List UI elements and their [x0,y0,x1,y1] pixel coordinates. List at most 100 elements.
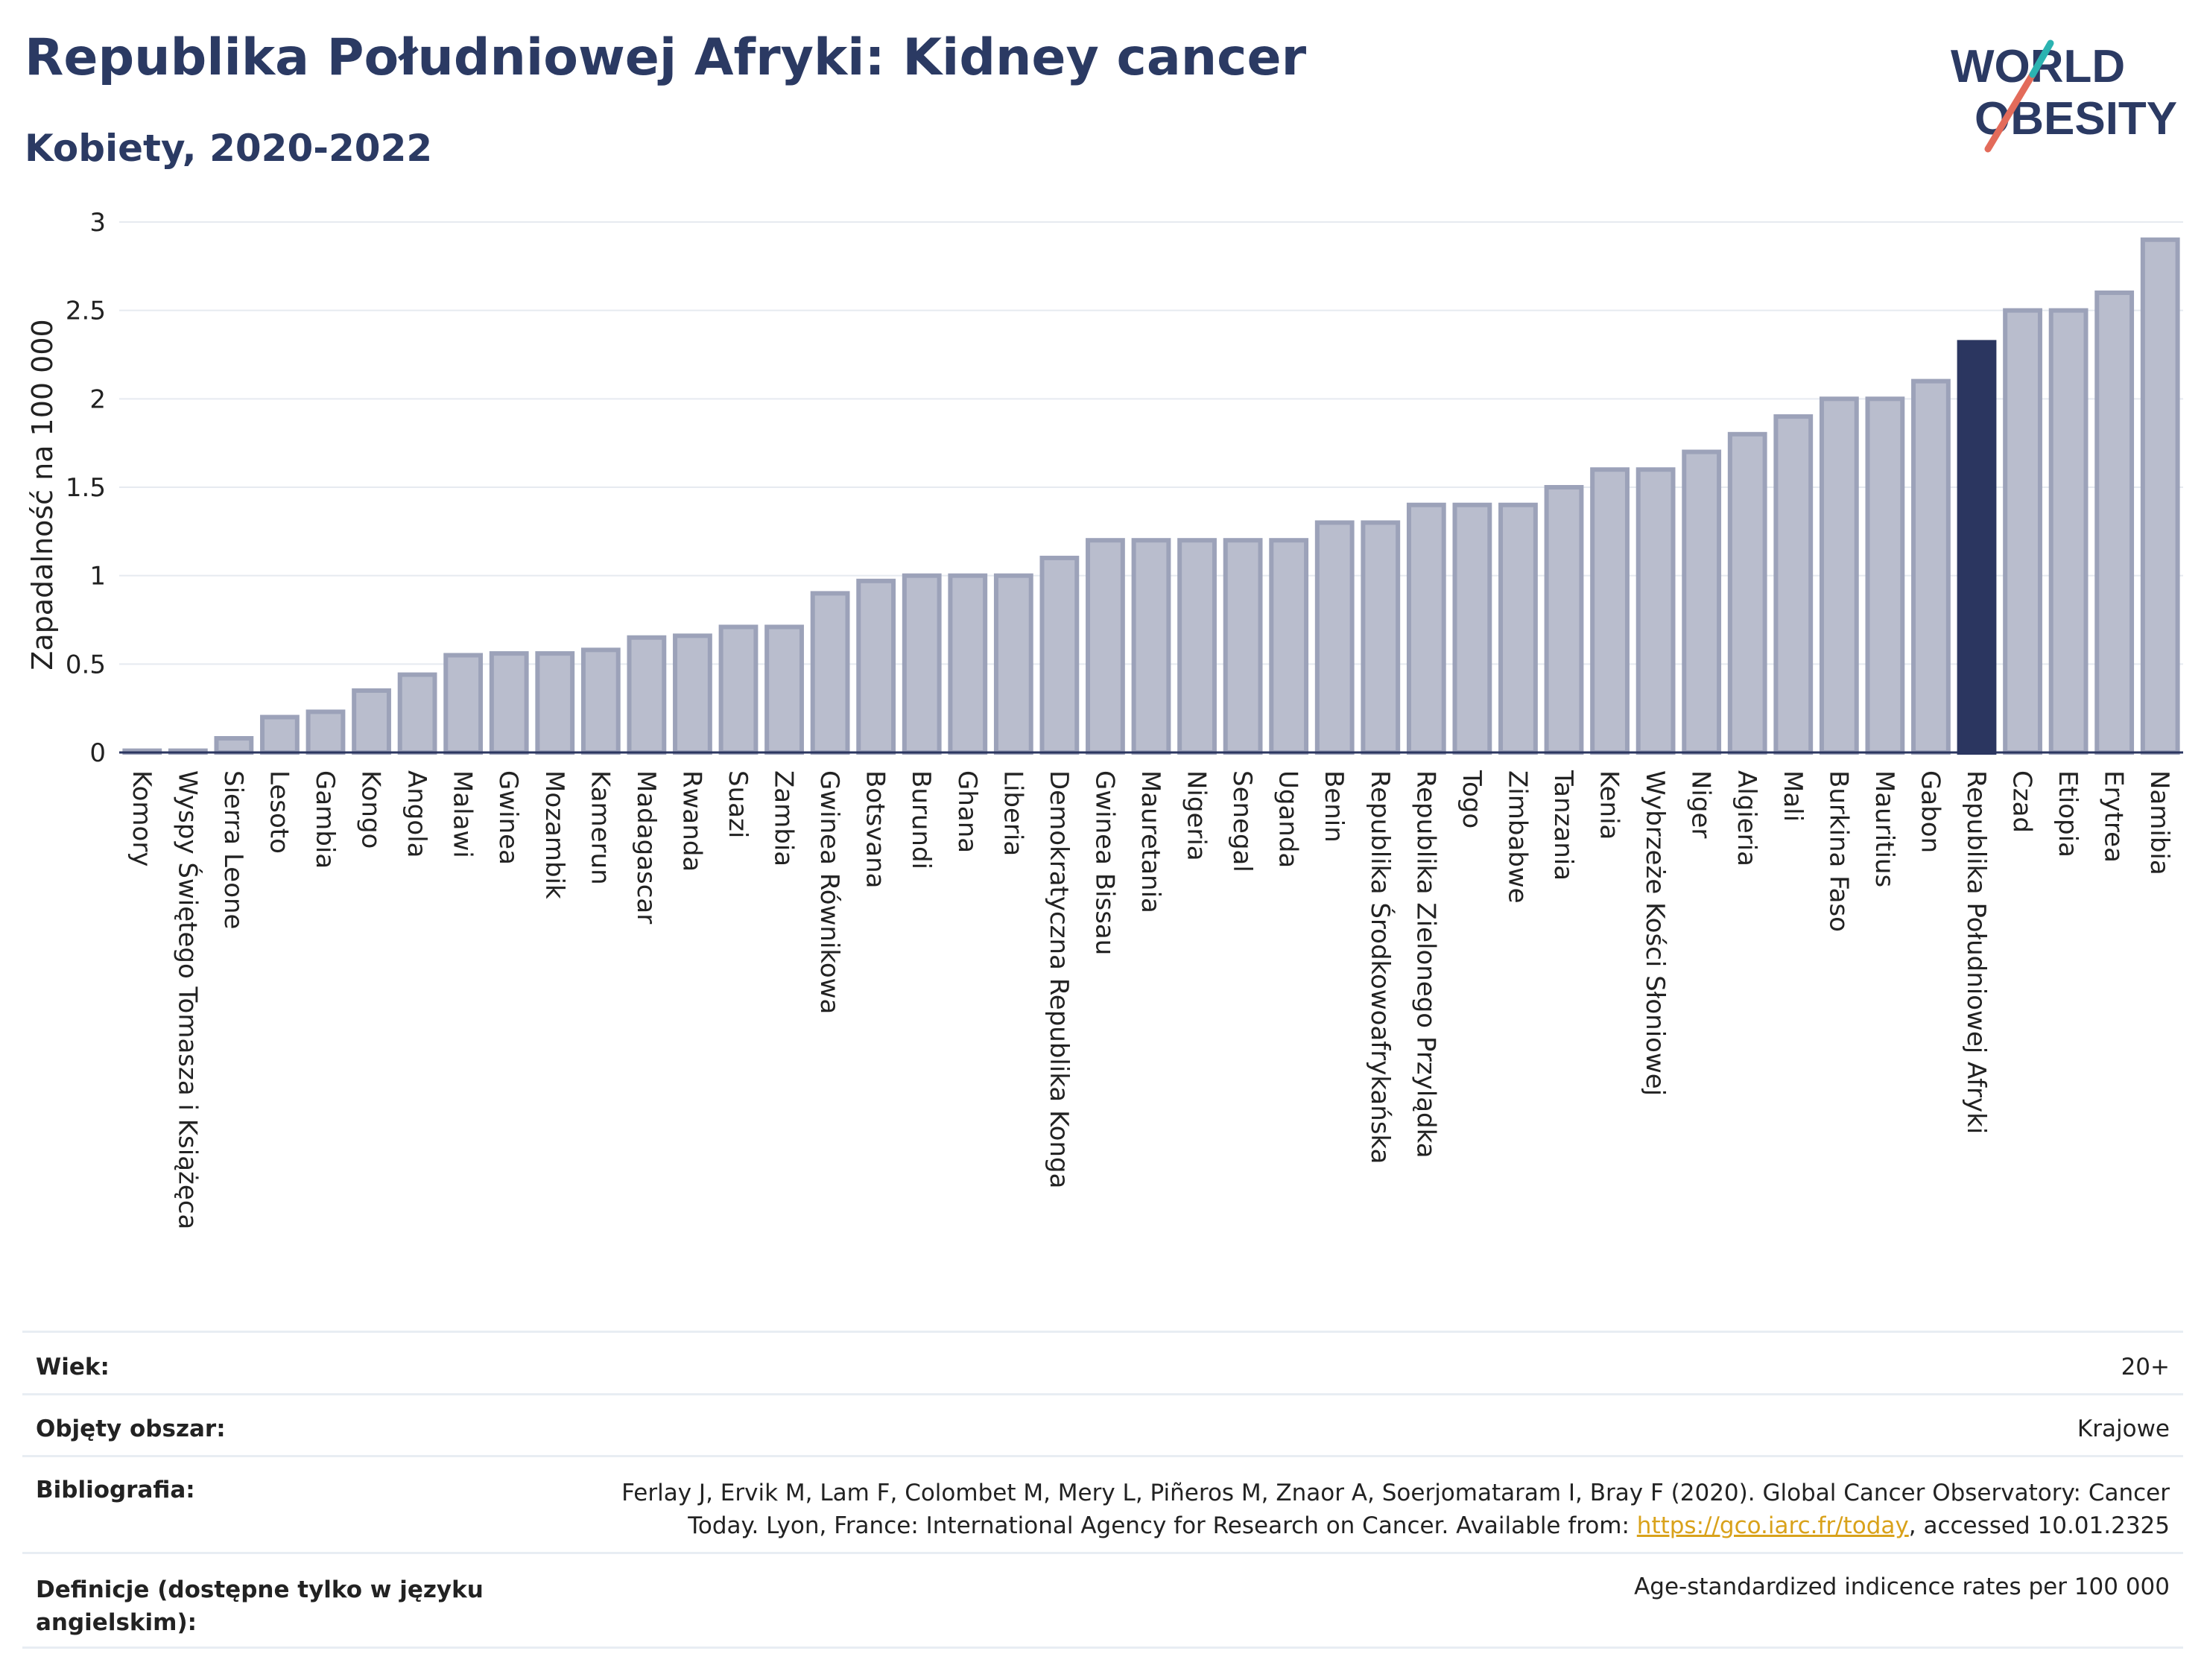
x-tick-label: Malawi [448,770,478,858]
bar [1269,538,1309,755]
x-tick-label: Namibia [2144,770,2174,875]
y-tick-label: 1 [89,562,106,592]
bar [1635,467,1676,755]
x-tick-label: Benin [1319,770,1349,843]
y-tick-label: 2 [89,384,106,414]
x-tick-label: Zambia [769,770,799,866]
y-tick-label: 0 [89,738,106,768]
bar [1086,538,1125,755]
bar [1727,431,1767,755]
definitions-label: Definicje (dostępne tylko w języku angie… [36,1576,484,1636]
x-tick-label: Komory [127,770,156,866]
bar [1406,502,1446,755]
definitions-value: Age-standardized indicence rates per 100… [1634,1573,2170,1600]
bar [2140,237,2180,755]
x-tick-label: Mauritius [1869,770,1899,887]
bar [1957,340,1997,755]
x-tick-label: Burkina Faso [1823,770,1853,932]
bar [1865,396,1905,755]
x-tick-label: Gwinea [493,770,523,865]
x-tick-label: Mozambik [539,770,569,899]
world-obesity-logo[interactable]: WORLD OBESITY [1945,30,2183,164]
bar [856,578,896,755]
x-tick-label: Wyspy Świętego Tomasza i Książęca [172,770,203,1229]
x-tick-label: Zimbabwe [1502,770,1532,904]
bar [902,573,942,755]
bar [1223,538,1263,755]
bar [305,709,346,755]
x-tick-label: Senegal [1227,770,1257,872]
bibliography-suffix: , accessed 10.01.2325 [1908,1512,2170,1539]
bar [1498,502,1538,755]
bar [260,714,300,755]
x-tick-label: Kenia [1595,770,1624,840]
bar [580,647,621,755]
bar [214,736,254,755]
y-axis-label: Zapadalność na 100 000 [26,319,59,670]
x-tick-label: Togo [1457,770,1486,828]
bar [1131,538,1171,755]
bar [1590,467,1630,755]
x-tick-label: Etiopia [2053,770,2083,858]
x-tick-label: Liberia [998,770,1027,856]
bar [764,624,804,755]
x-tick-label: Botsvana [861,770,890,889]
logo-slash-teal [2029,39,2054,78]
info-table: Wiek: 20+ Objęty obszar: Krajowe Bibliog… [22,1331,2183,1649]
bar [673,633,712,755]
y-tick-label: 0.5 [66,650,106,679]
x-tick-label: Lesoto [264,770,294,854]
bibliography-text: Ferlay J, Ervik M, Lam F, Colombet M, Me… [621,1480,2170,1539]
x-tick-label: Rwanda [677,770,706,872]
x-tick-label: Kongo [356,770,386,849]
info-row-bibliography: Bibliografia: Ferlay J, Ervik M, Lam F, … [22,1455,2183,1552]
x-tick-label: Republika Środkowoafrykańska [1365,770,1396,1164]
bar [993,573,1033,755]
bar [489,651,529,755]
age-value: 20+ [2121,1354,2170,1381]
bar [1682,449,1722,755]
bar [718,624,759,755]
bar [627,635,667,755]
x-tick-label: Algieria [1732,770,1761,866]
bar [352,688,391,755]
x-tick-label: Suazi [723,770,753,838]
bar [2094,290,2135,755]
chart-subtitle: Kobiety, 2020-2022 [25,127,433,170]
info-row-age: Wiek: 20+ [22,1331,2183,1393]
bar [810,591,850,755]
x-tick-label: Nigeria [1182,770,1212,861]
x-tick-label: Ghana [952,770,982,853]
x-tick-label: Mali [1778,770,1808,822]
bar [2003,308,2042,755]
bar [1177,538,1217,755]
x-tick-label: Gwinea Równikowa [814,770,844,1014]
bibliography-link[interactable]: https://gco.iarc.fr/today [1636,1512,1909,1539]
bar [1361,520,1401,755]
coverage-label: Objęty obszar: [36,1416,226,1442]
x-tick-label: Republika Zielonego Przylądka [1410,770,1440,1158]
y-tick-label: 2.5 [66,297,106,326]
bar [1039,555,1080,755]
bar [1314,520,1355,755]
bar [948,573,988,755]
y-tick-label: 3 [89,208,106,238]
x-tick-label: Sierra Leone [218,770,248,929]
x-tick-label: Demokratyczna Republika Konga [1044,770,1074,1188]
x-tick-label: Tanzania [1548,770,1578,881]
info-row-coverage: Objęty obszar: Krajowe [22,1393,2183,1455]
x-tick-label: Niger [1686,770,1716,838]
x-tick-label: Erytrea [2099,770,2129,863]
x-tick-label: Mauretania [1136,770,1165,913]
x-tick-label: Czad [2007,770,2037,833]
x-tick-label: Gwinea Bissau [1089,770,1119,955]
x-tick-label: Republika Południowej Afryki [1961,770,1991,1134]
x-tick-label: Burundi [906,770,936,869]
logo-slash-red [1984,71,2036,153]
bar [2048,308,2089,755]
bar [1544,485,1584,755]
x-tick-label: Madagascar [631,770,661,924]
x-tick-label: Wybrzeże Kości Słoniowej [1640,770,1670,1096]
x-tick-label: Kamerun [585,770,615,885]
bar [397,672,437,755]
